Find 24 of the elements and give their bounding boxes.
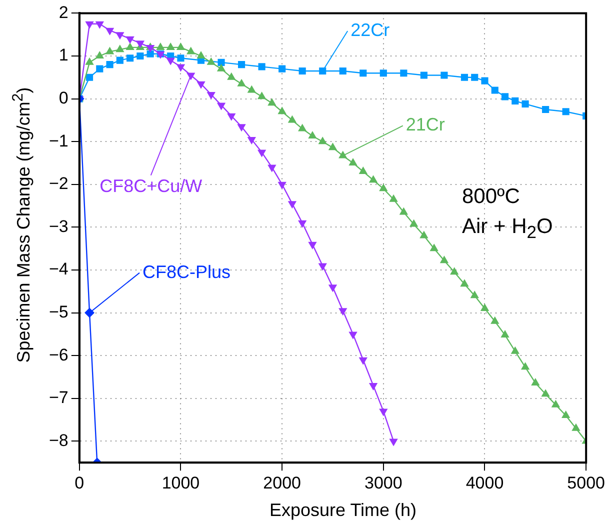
text: CF8C-Plus — [142, 262, 231, 282]
y-tick-label: 1 — [58, 46, 68, 65]
y-tick-label: −5 — [48, 302, 68, 322]
y-tick-label: −6 — [48, 345, 68, 364]
y-tick-label: −4 — [48, 260, 68, 279]
text: 21Cr — [406, 114, 445, 135]
y-tick-label: −1 — [48, 131, 68, 150]
x-tick-label: 1000 — [162, 473, 200, 492]
y-tick-label: 2 — [58, 2, 68, 22]
x-axis-title: Exposure Time (h) — [268, 500, 418, 521]
y-tick-label: −3 — [48, 216, 68, 236]
y-tick-label: −7 — [48, 388, 68, 408]
x-tick-label: 4000 — [466, 473, 504, 492]
text: CF8C+Cu/W — [100, 176, 202, 196]
x-tick-label: 2000 — [263, 473, 301, 492]
annotation: 800ºC — [462, 185, 520, 209]
x-tick-label: 0 — [74, 473, 84, 492]
x-tick-label: 5000 — [567, 473, 606, 492]
series-label: 22Cr — [350, 20, 390, 40]
y-tick-label: 0 — [58, 88, 68, 108]
x-tick-label: 3000 — [364, 473, 402, 492]
annotation: Air + H$_{2}$O — [462, 215, 553, 244]
y-tick-label: −8 — [48, 430, 68, 450]
y-tick-label: −2 — [48, 174, 68, 194]
